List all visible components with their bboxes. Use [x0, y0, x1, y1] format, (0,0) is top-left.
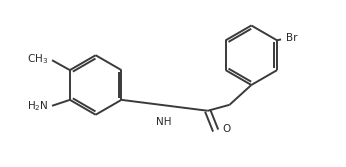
- Text: H$_2$N: H$_2$N: [27, 99, 48, 113]
- Text: CH$_3$: CH$_3$: [27, 52, 48, 66]
- Text: NH: NH: [156, 117, 171, 127]
- Text: Br: Br: [286, 33, 298, 43]
- Text: O: O: [222, 124, 231, 134]
